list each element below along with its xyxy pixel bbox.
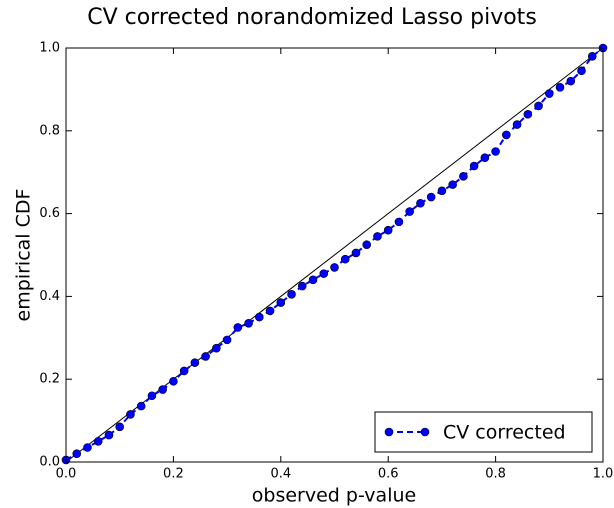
data-point — [555, 83, 565, 92]
data-point — [523, 109, 533, 119]
data-point — [83, 443, 92, 452]
y-tick-label: 0.2 — [39, 372, 60, 387]
data-point — [222, 335, 232, 345]
data-point — [136, 401, 146, 411]
legend-marker — [384, 427, 394, 437]
data-point — [416, 198, 425, 208]
y-axis-label: empirical CDF — [13, 189, 35, 322]
data-point — [362, 240, 372, 249]
data-point — [577, 66, 586, 76]
data-point — [544, 89, 554, 98]
data-point — [276, 298, 286, 307]
data-point — [233, 323, 243, 332]
data-point — [373, 232, 382, 241]
data-point — [351, 248, 361, 258]
data-point — [297, 281, 307, 291]
data-point — [491, 147, 500, 156]
data-point — [330, 263, 339, 272]
data-point — [158, 385, 167, 394]
data-point — [244, 319, 253, 328]
legend-marker — [420, 427, 430, 437]
data-point — [190, 358, 200, 367]
data-point — [126, 410, 135, 419]
data-point — [566, 76, 576, 86]
data-point — [383, 225, 393, 235]
legend-label: CV corrected — [443, 422, 566, 444]
data-point — [308, 275, 318, 285]
data-point — [534, 101, 543, 111]
data-point — [459, 172, 468, 181]
data-point — [93, 436, 103, 446]
data-point — [201, 352, 210, 361]
y-tick-label: 1.0 — [39, 41, 60, 56]
data-point — [287, 290, 296, 299]
plot-frame — [65, 47, 604, 463]
data-point — [394, 217, 404, 227]
data-point — [480, 153, 490, 163]
y-tick-label: 0.6 — [39, 206, 60, 221]
x-tick-label: 0.2 — [163, 467, 184, 482]
data-point — [319, 269, 329, 278]
data-point — [179, 366, 189, 376]
data-point — [72, 449, 82, 459]
data-point — [115, 422, 124, 432]
y-tick-label: 0.8 — [39, 123, 60, 138]
data-point — [147, 391, 157, 401]
x-tick-label: 0.0 — [56, 467, 77, 482]
x-tick-label: 0.6 — [378, 467, 399, 482]
data-point — [502, 130, 511, 140]
x-tick-label: 0.4 — [270, 467, 291, 482]
data-point — [265, 306, 275, 316]
data-point — [469, 161, 479, 171]
x-tick-label: 1.0 — [593, 467, 614, 482]
x-axis-label: observed p-value — [252, 485, 416, 507]
data-point — [169, 376, 178, 386]
data-point — [448, 180, 457, 189]
data-point — [405, 207, 414, 216]
chart-title: CV corrected norandomized Lasso pivots — [87, 5, 537, 30]
data-point — [255, 312, 264, 322]
y-tick-label: 0.0 — [39, 455, 60, 470]
y-tick-label: 0.4 — [39, 289, 60, 304]
data-point — [104, 430, 114, 440]
data-point — [212, 343, 221, 353]
x-tick-label: 0.8 — [485, 467, 506, 482]
data-point — [340, 254, 350, 264]
data-point — [437, 186, 447, 196]
data-point — [512, 120, 522, 129]
data-point — [426, 192, 436, 202]
data-point — [587, 51, 597, 61]
